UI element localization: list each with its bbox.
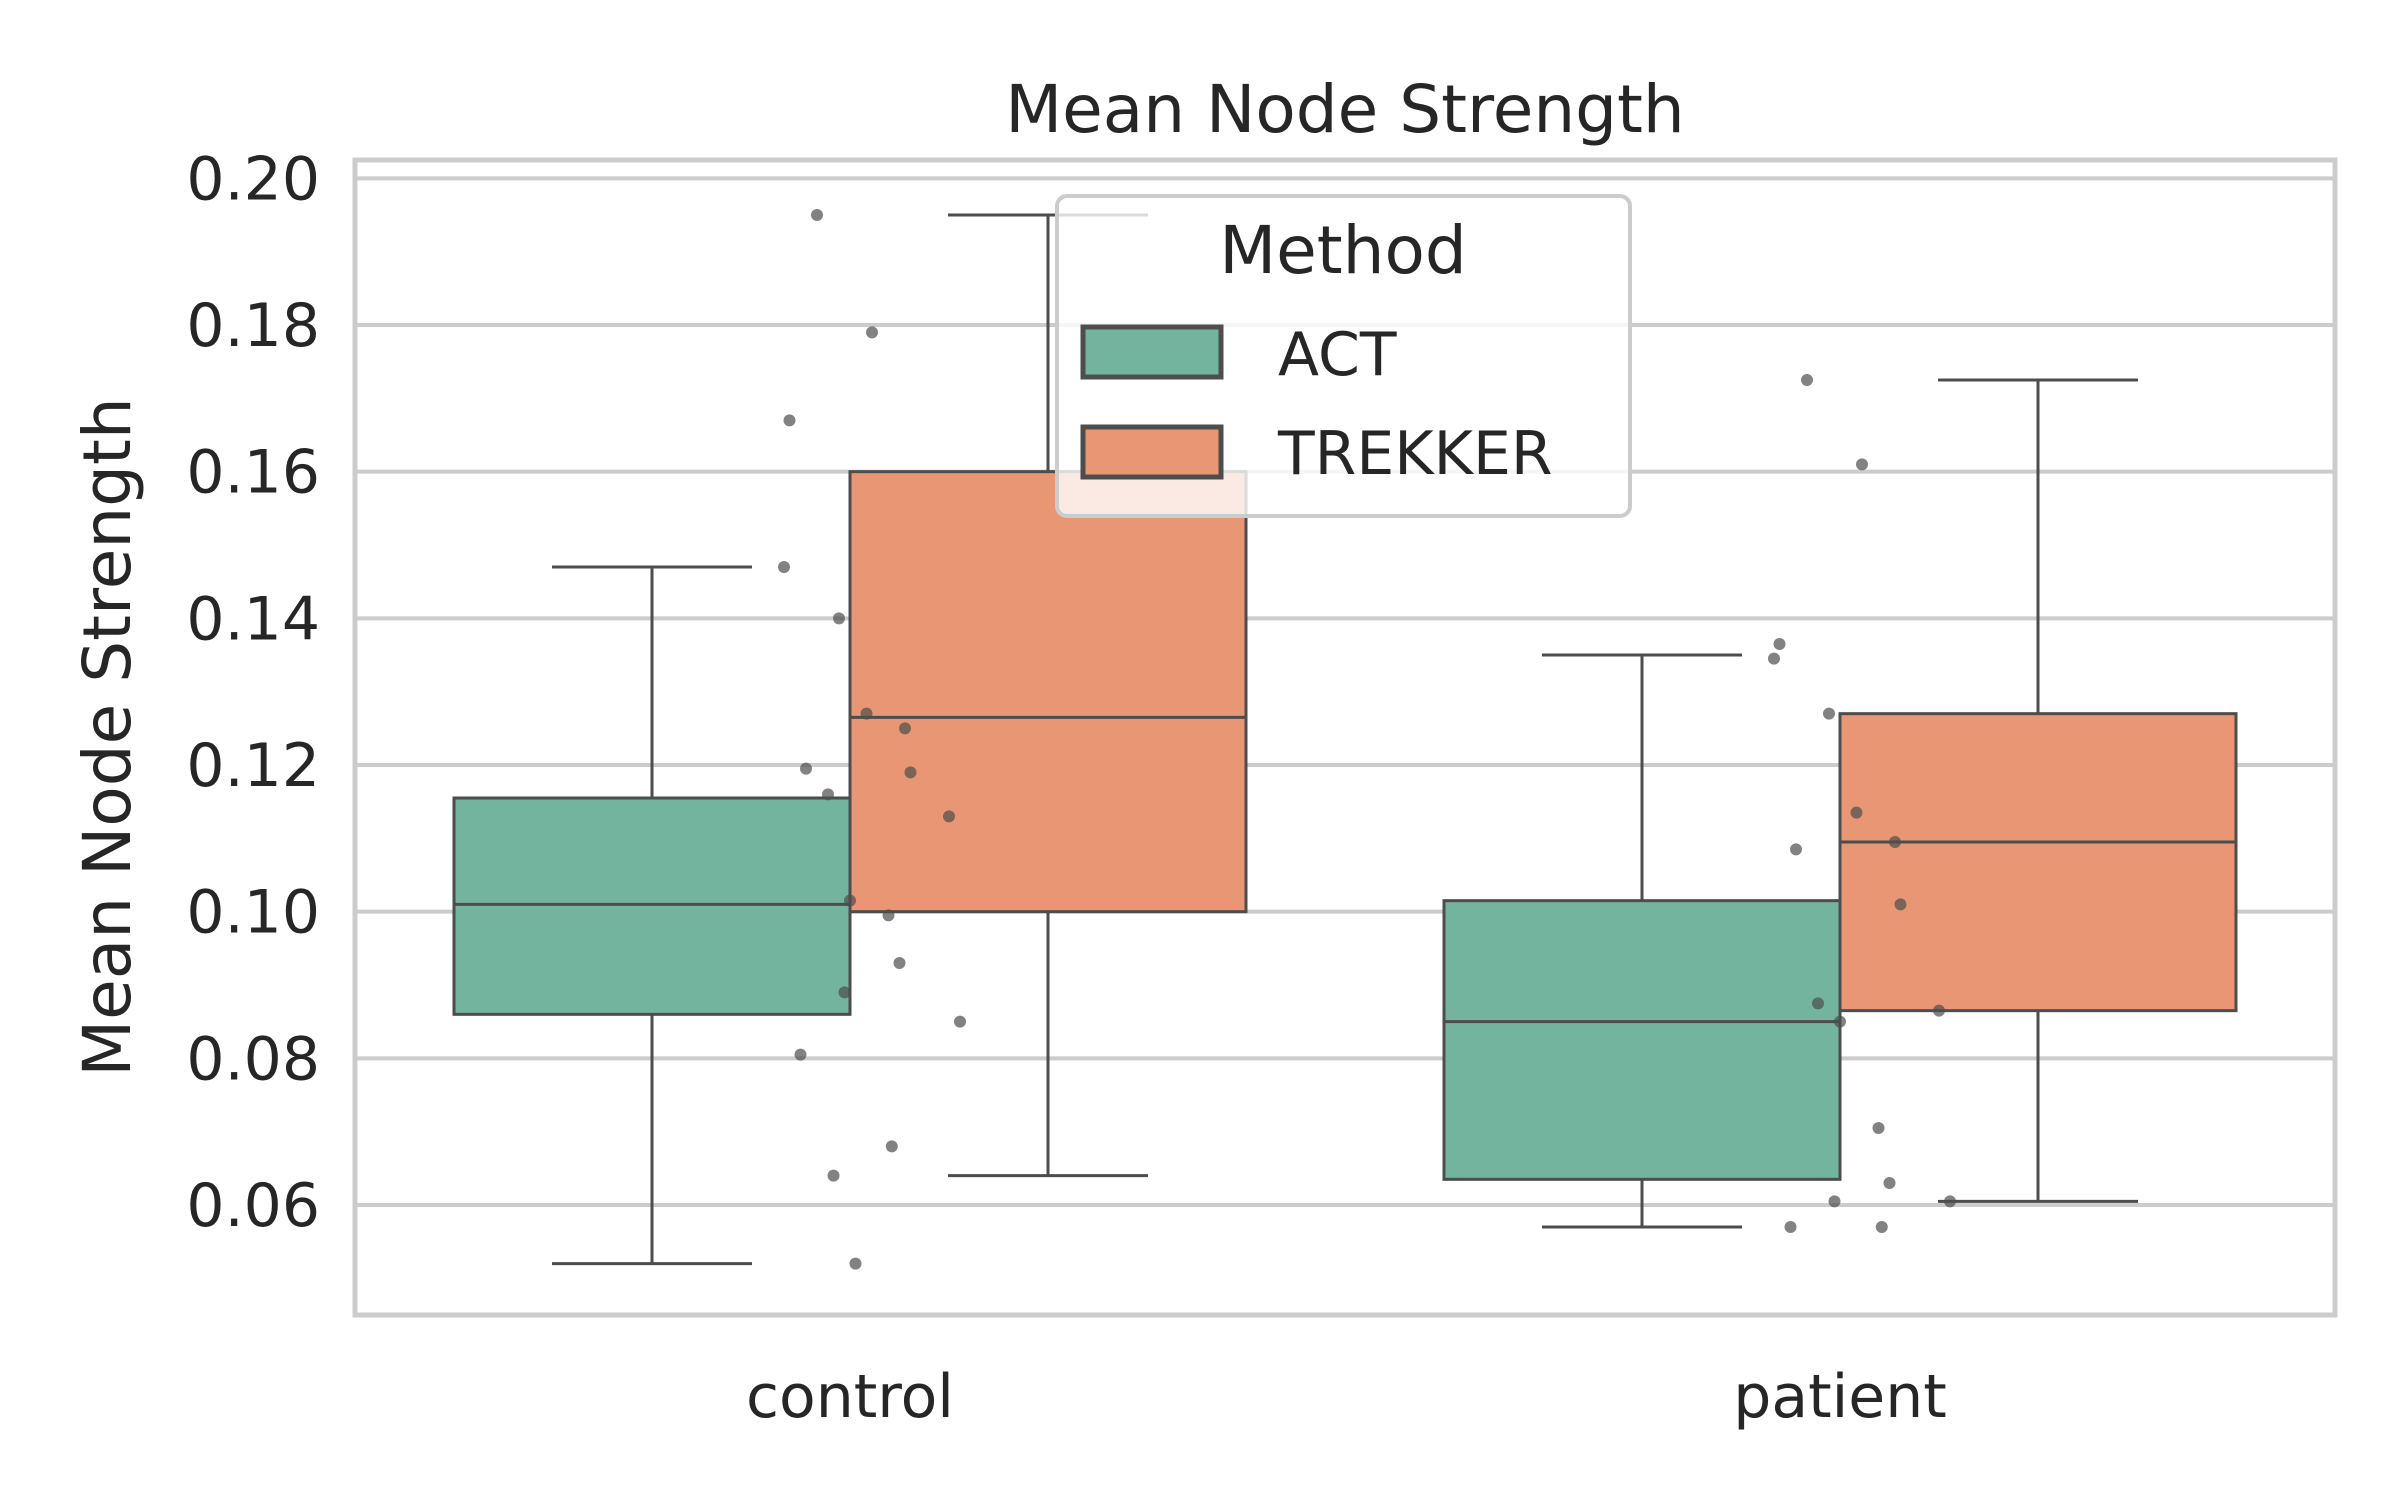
y-tick-label: 0.06 — [186, 1171, 320, 1241]
data-point — [1944, 1195, 1956, 1208]
data-point — [885, 1140, 898, 1153]
y-axis-title: Mean Node Strength — [69, 397, 146, 1077]
box-iqr — [1838, 712, 2238, 1013]
y-tick-label: 0.08 — [186, 1024, 320, 1094]
data-point — [1850, 806, 1863, 819]
data-point — [811, 209, 823, 221]
data-point — [1812, 997, 1824, 1010]
data-point — [1856, 458, 1868, 471]
legend: Method ACT TREKKER — [1055, 194, 1632, 518]
y-tick-label: 0.10 — [186, 878, 320, 948]
data-point — [1872, 1122, 1885, 1134]
data-point — [1875, 1221, 1888, 1233]
data-point — [849, 1257, 862, 1270]
data-point — [1894, 898, 1907, 911]
data-point — [1828, 1195, 1841, 1208]
data-point — [943, 810, 955, 823]
data-point — [899, 722, 911, 735]
y-tick-label: 0.16 — [186, 438, 320, 508]
strip-points — [778, 209, 1956, 1270]
boxes — [452, 213, 2238, 1266]
data-point — [838, 986, 851, 999]
data-point — [904, 766, 917, 779]
x-tick-label-patient: patient — [1733, 1362, 1947, 1432]
data-point — [1933, 1004, 1945, 1017]
data-point — [1784, 1221, 1797, 1233]
data-point — [1883, 1177, 1896, 1189]
data-point — [866, 326, 878, 339]
data-point — [827, 1169, 840, 1182]
data-point — [1768, 652, 1780, 665]
data-point — [1823, 707, 1835, 720]
data-point — [860, 707, 873, 720]
data-point — [844, 894, 856, 907]
data-point — [893, 957, 906, 969]
data-point — [1801, 374, 1813, 386]
legend-swatch-trekker — [1080, 424, 1224, 480]
box-trekker-control — [848, 213, 1248, 1178]
data-point — [800, 762, 812, 775]
data-point — [1773, 638, 1786, 650]
legend-label-act: ACT — [1278, 320, 1397, 390]
data-point — [954, 1015, 966, 1028]
x-tick-label-control: control — [746, 1362, 954, 1432]
box-iqr — [848, 470, 1248, 914]
y-tick-label: 0.12 — [186, 731, 320, 801]
box-act-patient — [1442, 653, 1842, 1229]
data-point — [1889, 836, 1901, 848]
data-point — [882, 909, 895, 922]
legend-title: Method — [1219, 212, 1467, 289]
data-point — [1790, 843, 1802, 856]
legend-swatch-act — [1080, 324, 1224, 380]
y-tick-label: 0.20 — [186, 144, 320, 214]
box-trekker-patient — [1838, 378, 2238, 1203]
box-iqr — [452, 796, 852, 1016]
data-point — [778, 561, 790, 573]
data-point — [833, 612, 845, 625]
data-point — [794, 1048, 807, 1061]
data-point — [783, 414, 796, 427]
y-tick-labels: 0.06 0.08 0.10 0.12 0.14 0.16 0.18 0.20 — [186, 144, 320, 1241]
legend-label-trekker: TREKKER — [1277, 419, 1553, 489]
y-tick-label: 0.14 — [186, 584, 320, 654]
data-point — [1834, 1015, 1846, 1028]
x-tick-labels: control patient — [746, 1362, 1947, 1432]
box-iqr — [1442, 899, 1842, 1181]
y-tick-label: 0.18 — [186, 291, 320, 361]
data-point — [822, 788, 834, 801]
box-act-control — [452, 565, 852, 1266]
chart-title: Mean Node Strength — [1005, 71, 1685, 148]
